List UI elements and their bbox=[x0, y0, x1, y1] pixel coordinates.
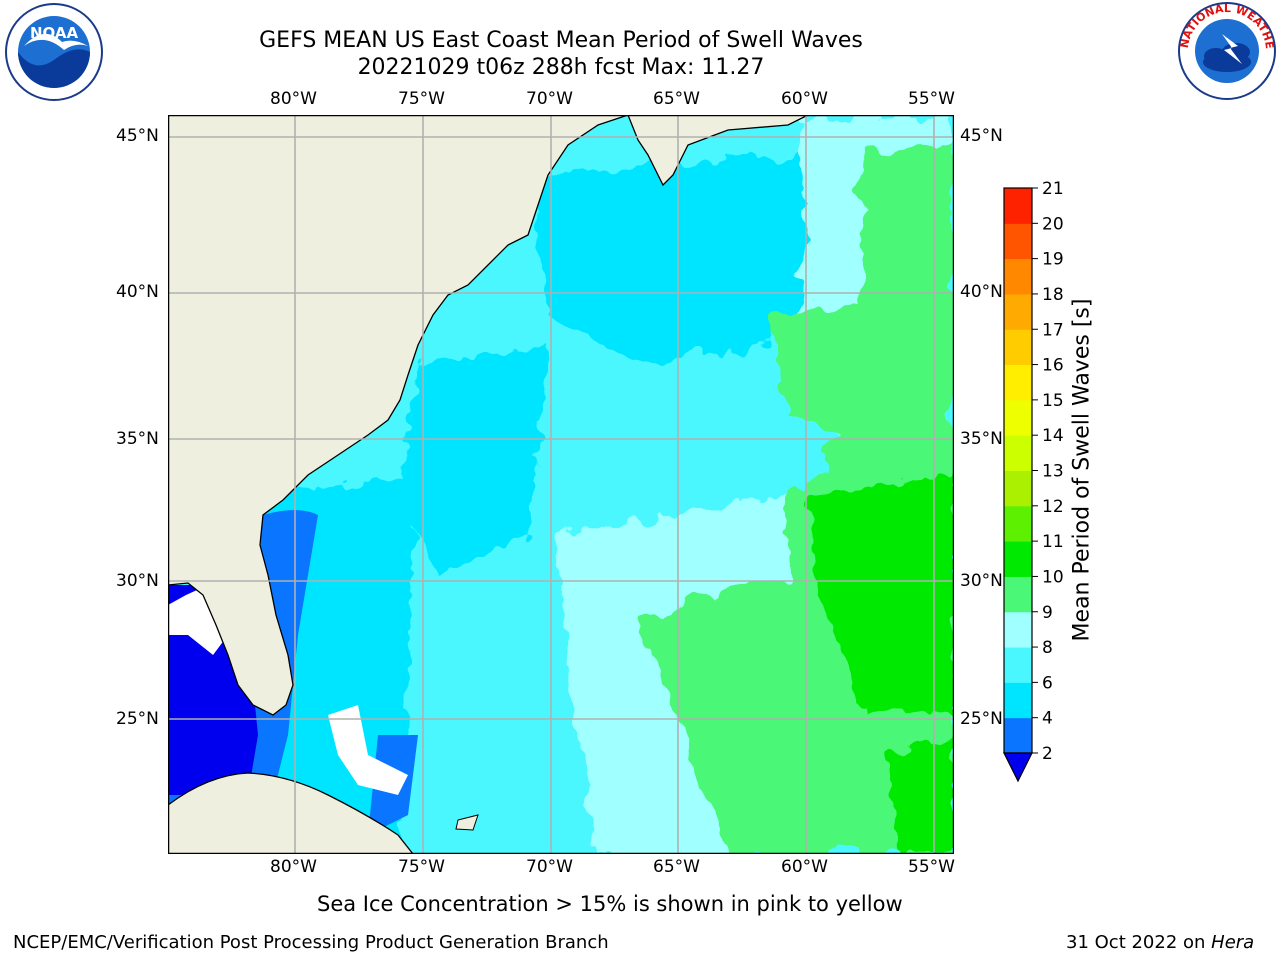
colorbar-swatch bbox=[1004, 470, 1032, 507]
no-data-bahamas bbox=[328, 705, 408, 795]
lon-label-top-60w: 60°W bbox=[781, 89, 828, 109]
lat-label-right-45n: 45°N bbox=[960, 126, 1003, 146]
colorbar-swatch bbox=[1004, 576, 1032, 613]
colorbar-tick-label: 11 bbox=[1042, 532, 1064, 552]
sea-ice-note: Sea Ice Concentration > 15% is shown in … bbox=[317, 892, 903, 916]
colorbar-tick-label: 8 bbox=[1042, 638, 1053, 658]
lat-label-left-45n: 45°N bbox=[116, 126, 159, 146]
colorbar-tick-label: 15 bbox=[1042, 391, 1064, 411]
colorbar-swatch bbox=[1004, 329, 1032, 366]
lat-label-left-35n: 35°N bbox=[116, 429, 159, 449]
noaa-logo-text: NOAA bbox=[30, 24, 79, 42]
noaa-logo-icon: NOAA bbox=[5, 3, 103, 101]
colorbar-tick-label: 9 bbox=[1042, 603, 1053, 623]
lat-label-left-40n: 40°N bbox=[116, 282, 159, 302]
colorbar-swatch bbox=[1004, 505, 1032, 542]
lon-label-top-55w: 55°W bbox=[908, 89, 955, 109]
swell-period-map bbox=[168, 115, 954, 854]
colorbar-tick-label: 20 bbox=[1042, 214, 1064, 234]
colorbar-swatches bbox=[1003, 187, 1033, 783]
island-land bbox=[455, 814, 479, 831]
colorbar: 2 4 6 8 9 10 11 12 13 14 15 16 17 18 19 20 21 bbox=[1003, 180, 1064, 783]
lon-label-bottom-65w: 65°W bbox=[653, 857, 700, 877]
colorbar-tick-label: 21 bbox=[1042, 180, 1064, 199]
colorbar-tick-label: 13 bbox=[1042, 462, 1064, 482]
colorbar-tick-label: 17 bbox=[1042, 320, 1064, 340]
colorbar-tick-label: 6 bbox=[1042, 673, 1053, 693]
field-4-6-coast bbox=[398, 345, 548, 575]
cuba-land bbox=[168, 772, 414, 854]
colorbar-swatch bbox=[1004, 258, 1032, 295]
lat-label-right-40n: 40°N bbox=[960, 282, 1003, 302]
lon-label-bottom-55w: 55°W bbox=[908, 857, 955, 877]
field-10-11-c bbox=[888, 735, 954, 854]
field-9-10-south bbox=[638, 575, 868, 854]
colorbar-ticks: 2 4 6 8 9 10 11 12 13 14 15 16 17 18 19 20 21 bbox=[1032, 180, 1064, 764]
colorbar-swatch bbox=[1004, 541, 1032, 577]
lon-label-bottom-70w: 70°W bbox=[526, 857, 573, 877]
colorbar-swatch bbox=[1004, 435, 1032, 471]
colorbar-swatch bbox=[1004, 717, 1032, 754]
date-label: 31 Oct 2022 on bbox=[1066, 932, 1212, 953]
colorbar-tick-label: 14 bbox=[1042, 426, 1064, 446]
date-text: 31 Oct 2022 on Hera bbox=[1066, 932, 1254, 953]
colorbar-tick-label: 10 bbox=[1042, 567, 1064, 587]
lon-label-bottom-75w: 75°W bbox=[398, 857, 445, 877]
lon-label-bottom-60w: 60°W bbox=[781, 857, 828, 877]
colorbar-tick-label: 4 bbox=[1042, 709, 1053, 729]
colorbar-swatch bbox=[1004, 647, 1032, 683]
lat-label-right-25n: 25°N bbox=[960, 709, 1003, 729]
lat-label-left-30n: 30°N bbox=[116, 571, 159, 591]
colorbar-title: Mean Period of Swell Waves [s] bbox=[1069, 298, 1095, 642]
colorbar-under-extension bbox=[1003, 752, 1033, 783]
lon-label-top-80w: 80°W bbox=[270, 89, 317, 109]
lat-label-right-35n: 35°N bbox=[960, 429, 1003, 449]
colorbar-tick-label: 19 bbox=[1042, 250, 1064, 270]
colorbar-swatch bbox=[1004, 682, 1032, 719]
lat-label-left-25n: 25°N bbox=[116, 709, 159, 729]
colorbar-swatch bbox=[1004, 188, 1032, 224]
colorbar-tick-label: 2 bbox=[1042, 744, 1053, 764]
colorbar-swatch bbox=[1004, 611, 1032, 648]
machine-name: Hera bbox=[1211, 932, 1255, 953]
graticule bbox=[168, 115, 954, 854]
colorbar-swatch bbox=[1004, 223, 1032, 260]
credit-text: NCEP/EMC/Verification Post Processing Pr… bbox=[13, 932, 609, 953]
colorbar-tick-label: 12 bbox=[1042, 497, 1064, 517]
lon-label-bottom-80w: 80°W bbox=[270, 857, 317, 877]
nws-logo: NATIONAL WEATHER SERVICE bbox=[1172, 0, 1278, 102]
title-line-1: GEFS MEAN US East Coast Mean Period of S… bbox=[259, 28, 863, 53]
lon-label-top-75w: 75°W bbox=[398, 89, 445, 109]
colorbar-swatch bbox=[1004, 399, 1032, 436]
colorbar-tick-label: 18 bbox=[1042, 285, 1064, 305]
nws-logo-icon: NATIONAL WEATHER SERVICE bbox=[1172, 0, 1276, 100]
nova-scotia-land bbox=[627, 115, 809, 187]
field-10-11-b bbox=[828, 555, 954, 715]
colorbar-swatch bbox=[1004, 364, 1032, 401]
lon-label-top-70w: 70°W bbox=[526, 89, 573, 109]
lon-label-top-65w: 65°W bbox=[653, 89, 700, 109]
noaa-logo: NOAA bbox=[4, 2, 104, 102]
field-9-10-north bbox=[768, 305, 928, 445]
north-america-land bbox=[168, 115, 629, 716]
lat-label-right-30n: 30°N bbox=[960, 571, 1003, 591]
title-line-2: 20221029 t06z 288h fcst Max: 11.27 bbox=[357, 55, 765, 80]
map-frame bbox=[168, 115, 954, 854]
colorbar-swatch bbox=[1004, 293, 1032, 330]
colorbar-tick-label: 16 bbox=[1042, 356, 1064, 376]
